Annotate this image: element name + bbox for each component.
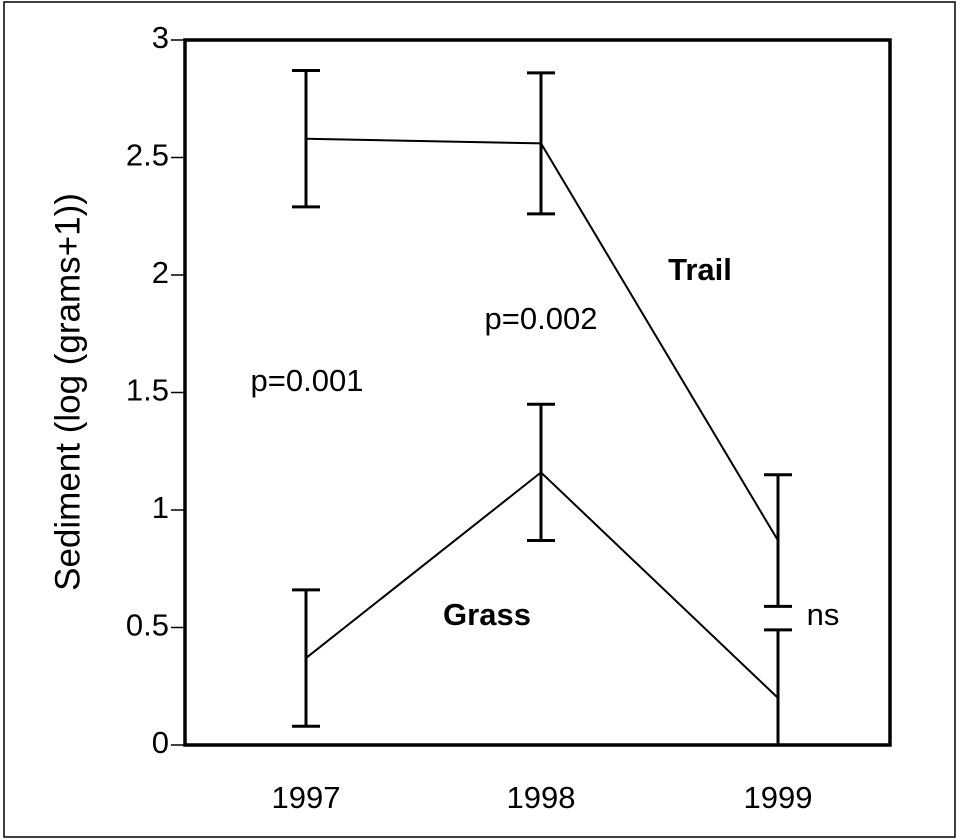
x-tick-label: 1998: [507, 780, 576, 815]
annotation: ns: [807, 597, 840, 632]
annotation: p=0.002: [485, 301, 598, 336]
plot-area: [292, 69, 792, 745]
y-tick-label: 2.5: [126, 138, 169, 173]
y-tick-label: 0.5: [126, 608, 169, 643]
error-bar: [764, 473, 792, 608]
outer-border: [3, 1, 956, 838]
error-bar: [527, 402, 555, 543]
y-axis-label: Sediment (log (grams+1)): [48, 193, 87, 591]
x-tick-label: 1997: [272, 780, 341, 815]
y-tick-label: 0: [152, 725, 169, 760]
y-tick-label: 3: [152, 20, 169, 55]
series-label: Grass: [443, 597, 531, 632]
error-bar: [764, 628, 792, 745]
y-tick-label: 1.5: [126, 373, 169, 408]
error-bar: [292, 69, 320, 209]
x-tick-label: 1999: [744, 780, 813, 815]
annotation: p=0.001: [251, 363, 364, 398]
y-tick-label: 2: [152, 255, 169, 290]
error-bar: [292, 588, 320, 728]
error-bar: [527, 71, 555, 216]
y-tick-label: 1: [152, 490, 169, 525]
series-label: Trail: [668, 252, 732, 287]
